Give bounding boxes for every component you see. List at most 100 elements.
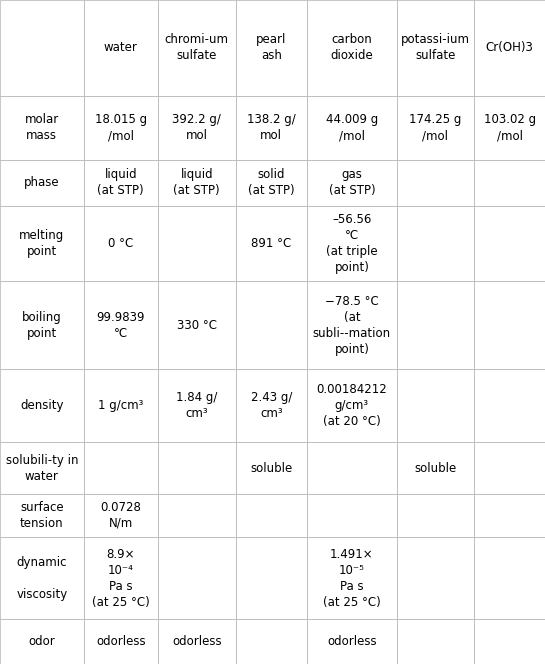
Bar [474, 537, 545, 620]
Bar [0, 537, 83, 620]
Bar [83, 281, 158, 369]
Text: melting
point: melting point [19, 229, 64, 258]
Text: 18.015 g
/mol: 18.015 g /mol [95, 114, 147, 142]
Bar [0, 620, 83, 664]
Bar [158, 495, 235, 537]
Bar [474, 620, 545, 664]
Text: 2.43 g/
cm³: 2.43 g/ cm³ [251, 391, 292, 420]
Text: water: water [104, 41, 138, 54]
Bar [83, 159, 158, 206]
Bar [158, 620, 235, 664]
Bar [474, 369, 545, 442]
Bar [474, 206, 545, 281]
Bar [397, 206, 474, 281]
Text: 174.25 g
/mol: 174.25 g /mol [409, 114, 462, 142]
Text: 0.0728
N/m: 0.0728 N/m [100, 501, 141, 530]
Text: 1.84 g/
cm³: 1.84 g/ cm³ [176, 391, 217, 420]
Bar [235, 0, 307, 96]
Bar [83, 96, 158, 159]
Text: 1.491×
10⁻⁵
Pa s
(at 25 °C): 1.491× 10⁻⁵ Pa s (at 25 °C) [323, 548, 381, 608]
Bar [158, 96, 235, 159]
Text: 891 °C: 891 °C [251, 237, 292, 250]
Bar [158, 206, 235, 281]
Bar [0, 159, 83, 206]
Text: 44.009 g
/mol: 44.009 g /mol [326, 114, 378, 142]
Text: 392.2 g/
mol: 392.2 g/ mol [172, 114, 221, 142]
Text: odorless: odorless [96, 635, 146, 648]
Bar [158, 369, 235, 442]
Bar [235, 96, 307, 159]
Text: density: density [20, 399, 64, 412]
Bar [397, 620, 474, 664]
Bar [158, 281, 235, 369]
Text: 0 °C: 0 °C [108, 237, 134, 250]
Text: 138.2 g/
mol: 138.2 g/ mol [247, 114, 296, 142]
Text: molar
mass: molar mass [25, 114, 59, 142]
Text: liquid
(at STP): liquid (at STP) [173, 168, 220, 197]
Text: liquid
(at STP): liquid (at STP) [98, 168, 144, 197]
Text: carbon
dioxide: carbon dioxide [330, 33, 373, 62]
Text: gas
(at STP): gas (at STP) [329, 168, 375, 197]
Bar [83, 537, 158, 620]
Bar [158, 0, 235, 96]
Bar [397, 369, 474, 442]
Bar [307, 206, 397, 281]
Text: odor: odor [28, 635, 55, 648]
Text: odorless: odorless [327, 635, 377, 648]
Bar [0, 369, 83, 442]
Bar [474, 442, 545, 495]
Bar [158, 537, 235, 620]
Bar [397, 159, 474, 206]
Bar [83, 369, 158, 442]
Bar [235, 537, 307, 620]
Text: surface
tension: surface tension [20, 501, 64, 530]
Bar [307, 537, 397, 620]
Bar [474, 159, 545, 206]
Bar [307, 620, 397, 664]
Bar [307, 159, 397, 206]
Bar [235, 281, 307, 369]
Bar [397, 495, 474, 537]
Bar [235, 206, 307, 281]
Text: odorless: odorless [172, 635, 222, 648]
Text: chromi­um
sulfate: chromi­um sulfate [165, 33, 229, 62]
Bar [397, 281, 474, 369]
Text: dynamic

viscosity: dynamic viscosity [16, 556, 68, 600]
Text: soluble: soluble [414, 461, 457, 475]
Bar [397, 96, 474, 159]
Bar [0, 96, 83, 159]
Bar [83, 442, 158, 495]
Bar [307, 0, 397, 96]
Text: solid
(at STP): solid (at STP) [248, 168, 295, 197]
Text: pearl
ash: pearl ash [256, 33, 287, 62]
Bar [307, 495, 397, 537]
Bar [235, 159, 307, 206]
Text: –56.56
°C
(at triple
point): –56.56 °C (at triple point) [326, 213, 378, 274]
Bar [0, 0, 83, 96]
Bar [235, 620, 307, 664]
Bar [397, 0, 474, 96]
Bar [474, 0, 545, 96]
Text: soluble: soluble [250, 461, 293, 475]
Text: potassi­ium
sulfate: potassi­ium sulfate [401, 33, 470, 62]
Bar [235, 442, 307, 495]
Bar [83, 206, 158, 281]
Text: 330 °C: 330 °C [177, 319, 217, 331]
Bar [474, 96, 545, 159]
Text: 0.00184212
g/cm³
(at 20 °C): 0.00184212 g/cm³ (at 20 °C) [317, 383, 387, 428]
Text: boiling
point: boiling point [22, 311, 62, 339]
Bar [474, 495, 545, 537]
Text: 99.9839
°C: 99.9839 °C [96, 311, 145, 339]
Text: phase: phase [24, 176, 59, 189]
Text: −78.5 °C
(at
subli­­mation
point): −78.5 °C (at subli­­mation point) [313, 295, 391, 356]
Bar [0, 281, 83, 369]
Text: 103.02 g
/mol: 103.02 g /mol [483, 114, 536, 142]
Bar [235, 495, 307, 537]
Bar [0, 442, 83, 495]
Bar [307, 281, 397, 369]
Text: 1 g/cm³: 1 g/cm³ [98, 399, 143, 412]
Bar [307, 442, 397, 495]
Bar [83, 0, 158, 96]
Text: solubili­ty in
water: solubili­ty in water [5, 454, 78, 483]
Bar [397, 537, 474, 620]
